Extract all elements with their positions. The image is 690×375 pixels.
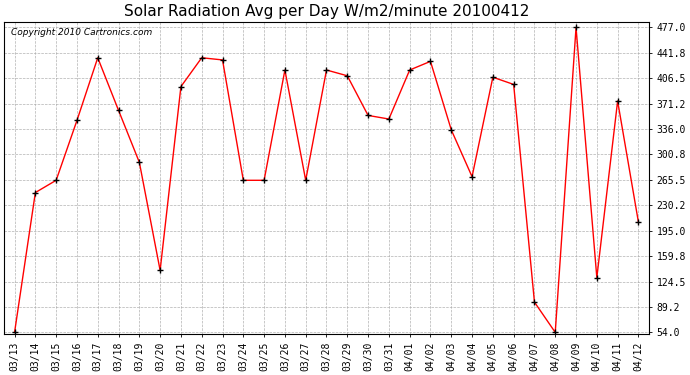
- Title: Solar Radiation Avg per Day W/m2/minute 20100412: Solar Radiation Avg per Day W/m2/minute …: [124, 4, 529, 19]
- Text: Copyright 2010 Cartronics.com: Copyright 2010 Cartronics.com: [10, 28, 152, 37]
